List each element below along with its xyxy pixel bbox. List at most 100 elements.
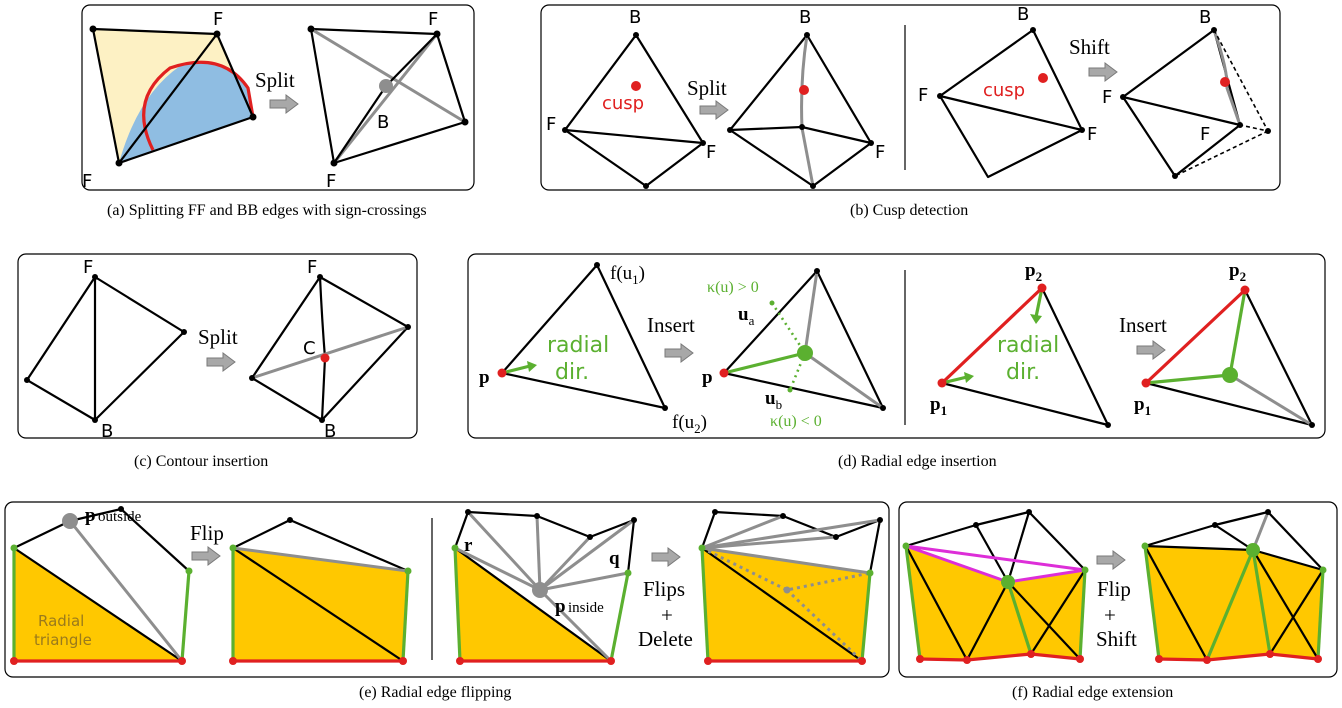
label-b: B [377,112,389,133]
radial-edge [723,351,806,375]
red-vertex [229,657,237,665]
radial-direction [1034,287,1044,318]
panel-d-frame [467,253,1326,439]
edge [564,128,704,145]
contour-edge [1158,652,1319,662]
label-b: B [629,7,641,28]
cusp-point [1220,77,1230,87]
radial-label: radial [547,333,609,358]
caption-d: (d) Radial edge insertion [838,453,997,470]
gray-edge [701,514,784,550]
p-label: p [555,596,566,617]
label-f: F [546,114,556,135]
contour-point [320,353,330,363]
arrowhead-icon [527,361,537,372]
label-b: B [1199,7,1211,28]
radial-triangle-label: Radial [38,612,84,630]
radial-edge [1143,545,1161,660]
caption-a: (a) Splitting FF and BB edges with sign-… [107,202,427,219]
fu2-close: ) [701,412,707,433]
edge [1252,548,1324,572]
gray-edge [539,518,635,592]
radial-edge [401,570,410,662]
vertex [868,140,874,146]
point-p [497,368,507,378]
svg-text:p1: p1 [1134,394,1151,418]
flipped-edge [232,546,409,573]
radial-edge [700,547,710,662]
label-f: F [307,257,317,278]
caption-e: (e) Radial edge flipping [359,684,511,701]
cusp-point [1038,73,1048,83]
edge [333,85,387,164]
radial-triangle-label: triangle [34,631,92,649]
new-vertex [379,79,393,93]
panel-f: Flip + Shift (f) Radial edge extension [898,501,1338,701]
vertex [249,113,257,121]
label-f: F [1200,124,1210,145]
op-flip: Flip [1097,577,1131,601]
radial-label: radial [997,333,1059,358]
svg-text:p2: p2 [1229,260,1246,284]
vertex [1265,509,1271,515]
radial-edge [1006,581,1033,655]
arrowhead-icon [964,372,974,383]
triangle-edges [722,269,885,410]
caption-f: (f) Radial edge extension [1012,684,1173,701]
gray-edge [1229,373,1313,427]
vertex [804,32,810,38]
outside-label: outside [98,509,142,525]
vertex [287,517,293,523]
gray-edge [535,515,542,591]
curvature-path [770,302,807,391]
vertex [433,30,441,38]
inside-label: inside [568,600,604,616]
fu1-sub: 1 [632,272,639,287]
svg-text:p1: p1 [930,394,947,418]
vertex [631,517,637,523]
gray-edge [804,351,884,410]
cusp-label: cusp [983,80,1025,101]
vertex [712,509,718,515]
vertex [1105,422,1111,428]
vertex [213,30,221,38]
point-p1 [1141,378,1151,388]
edge [1122,95,1241,127]
label-p: p [479,367,490,388]
gray-edge [701,535,837,550]
p1-text: p [1134,394,1145,415]
label-f: F [83,257,93,278]
edge [454,547,612,662]
red-vertex [1027,650,1035,658]
green-vertex [902,542,910,550]
label-b: B [1017,4,1029,25]
vertex [317,274,323,280]
diagonal-edge [118,33,218,164]
fu1-close: ) [639,263,645,284]
p2-text: p [1025,260,1036,281]
green-vertex [1081,566,1089,574]
point-p [62,513,78,529]
vertex [24,377,30,383]
gray-edge [538,535,592,592]
dir-label: dir. [555,360,589,385]
label-f: F [213,9,223,30]
green-vertex [698,544,706,552]
boundary-edges [905,510,1086,571]
label-f: F [82,171,92,192]
triangle-edges [500,263,667,410]
vertex [633,32,639,38]
vertex [249,375,255,381]
op-shift: Shift [1069,35,1110,59]
edge [1269,569,1324,655]
red-vertex [916,655,924,663]
caption-b: (b) Cusp detection [850,202,968,219]
panel-e-frame [4,501,890,678]
gray-edge [701,546,871,575]
split-edge [332,33,439,164]
boundary-edges [13,507,190,572]
point-p [719,368,729,378]
edge [1144,545,1208,661]
panel-d: p radial dir. f(u1) f(u2) Insert p ua ub… [467,253,1326,470]
